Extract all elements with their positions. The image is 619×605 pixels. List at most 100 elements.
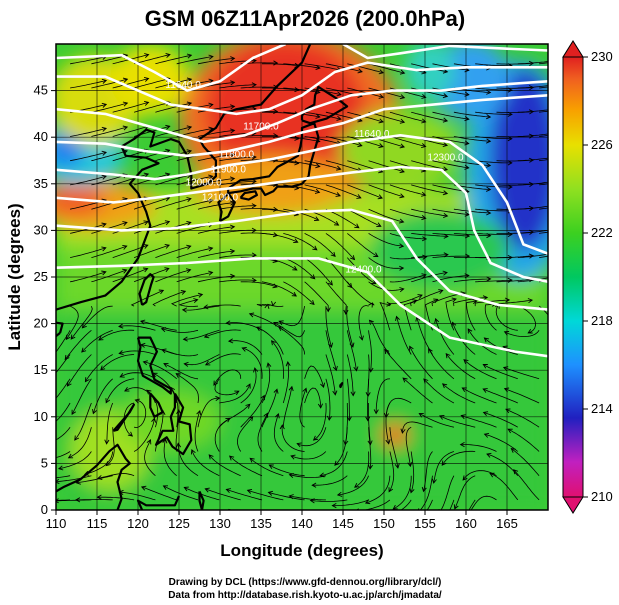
streamline-39 [76, 475, 113, 484]
streamline-arrow-262 [378, 143, 384, 149]
streamline-368 [465, 300, 477, 331]
streamline-60 [134, 399, 147, 429]
contour-label-4: 11900.0 [210, 165, 246, 176]
streamline-arrow-281 [399, 143, 405, 149]
streamline-arrow-268 [354, 482, 360, 488]
streamline-arrow-383 [460, 414, 466, 420]
streamline-258 [347, 233, 378, 257]
streamline-94 [155, 54, 192, 65]
streamline-arrow-260 [377, 194, 383, 200]
streamline-79 [146, 389, 159, 428]
streamline-328 [409, 346, 433, 380]
height-contour-3 [56, 80, 548, 144]
streamline-309 [384, 349, 412, 380]
streamline-arrow-366 [445, 352, 451, 359]
streamline-80 [124, 387, 156, 404]
height-contour-6 [56, 165, 548, 283]
streamline-arrow-293 [417, 294, 423, 299]
streamline-arrow-417 [550, 59, 554, 63]
streamline-212 [299, 388, 307, 428]
streamline-429 [539, 231, 548, 234]
streamline-arrow-13 [101, 174, 107, 180]
streamline-arrow-348 [434, 317, 440, 324]
streamline-arrow-306 [409, 488, 415, 494]
streamline-253 [346, 354, 354, 396]
streamline-292 [379, 301, 391, 331]
streamline-arrow-192 [274, 412, 280, 419]
streamline-362 [454, 475, 476, 509]
streamline-arrow-231 [296, 442, 302, 448]
streamline-arrow-195 [271, 340, 276, 346]
streamline-241 [325, 184, 361, 199]
streamline-arrow-164 [273, 206, 279, 212]
streamline-100 [143, 361, 177, 380]
streamline-arrow-91 [186, 125, 193, 131]
streamline-350 [453, 297, 488, 307]
x-tick-label-1: 115 [87, 516, 108, 531]
streamline-arrow-115 [175, 442, 182, 448]
streamline-29 [91, 245, 127, 258]
streamline-75 [133, 54, 170, 65]
streamline-267 [337, 475, 369, 496]
streamline-301 [389, 111, 426, 123]
streamline-173 [257, 413, 268, 452]
streamline-89 [155, 174, 192, 186]
streamline-68 [133, 221, 170, 234]
streamline-arrow-415 [550, 107, 554, 111]
streamline-142 [219, 279, 257, 283]
streamline-107 [176, 199, 213, 210]
streamline-37 [91, 54, 128, 65]
streamline-arrow-273 [368, 367, 374, 373]
streamline-348 [435, 318, 455, 355]
streamline-146 [219, 180, 256, 186]
streamline-arrow-340 [464, 91, 470, 97]
contour-label-6: 12100.0 [202, 193, 239, 204]
streamline-343 [440, 475, 455, 510]
streamline-66 [133, 268, 169, 283]
streamline-arrow-172 [229, 455, 235, 461]
streamline-364 [439, 415, 476, 428]
streamline-180 [261, 281, 297, 297]
streamline-123 [197, 275, 235, 283]
streamline-381 [462, 470, 497, 481]
streamline-174 [261, 389, 278, 428]
x-tick-label-11: 165 [496, 516, 518, 531]
streamline-86 [155, 245, 191, 258]
streamline-53 [112, 125, 149, 137]
streamline-252 [346, 378, 350, 421]
streamline-arrow-19 [56, 498, 59, 504]
streamline-235 [325, 330, 337, 371]
streamline-arrow-310 [395, 315, 400, 321]
streamline-arrow-381 [462, 475, 468, 481]
coastline-10 [112, 403, 135, 432]
streamline-249 [320, 451, 348, 477]
streamline-215 [278, 326, 305, 355]
streamline-27 [70, 305, 93, 340]
streamline-arrow-291 [368, 319, 374, 325]
streamline-257 [346, 257, 376, 285]
streamline-arrow-150 [251, 82, 257, 88]
streamline-arrow-317 [442, 190, 449, 196]
streamline-arrow-280 [399, 168, 405, 174]
streamline-arrow-255 [349, 342, 355, 348]
streamline-arrow-99 [152, 372, 158, 378]
streamline-247 [310, 499, 348, 502]
streamline-arrow-199 [309, 299, 315, 306]
streamline-218 [304, 281, 329, 312]
streamline-arrow-127 [229, 176, 236, 182]
streamline-arrow-80 [124, 386, 130, 392]
streamline-82 [119, 350, 156, 355]
streamline-arrow-265 [378, 69, 385, 75]
x-axis-ticks: 110 115 120 125 130 135 140 145 150 155 160 165 [46, 510, 518, 531]
streamline-73 [133, 102, 170, 113]
streamline-200 [283, 257, 315, 279]
streamline-95 [141, 486, 177, 501]
streamline-arrow-358 [486, 114, 492, 120]
streamline-389 [496, 278, 534, 283]
streamline-134 [191, 449, 220, 477]
streamline-401 [484, 433, 519, 452]
streamline-arrow-288 [394, 463, 400, 469]
streamline-arrow-107 [208, 198, 214, 204]
streamline-arrow-250 [334, 460, 340, 466]
streamline-286 [365, 475, 391, 504]
